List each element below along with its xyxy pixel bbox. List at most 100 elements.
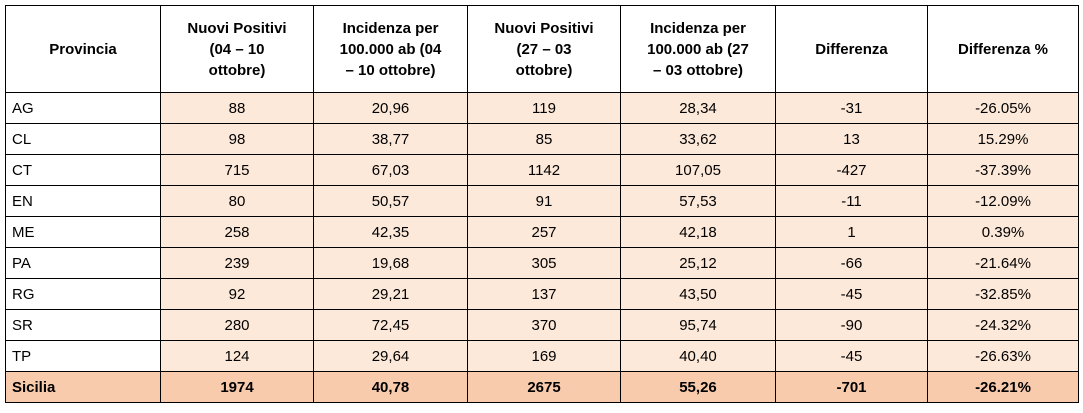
- total-cell: -701: [775, 371, 928, 403]
- total-row: Sicilia 1974 40,78 2675 55,26 -701 -26.21%: [5, 371, 1079, 403]
- value-cell: 92: [160, 278, 314, 310]
- value-cell: 50,57: [313, 185, 468, 217]
- header-line: Differenza: [815, 40, 888, 58]
- value-cell: 98: [160, 123, 314, 155]
- value-cell: 15.29%: [927, 123, 1079, 155]
- header-line: Incidenza per: [342, 19, 439, 37]
- header-line: Nuovi Positivi: [187, 19, 287, 37]
- data-row: SR 280 72,45 370 95,74 -90 -24.32%: [5, 309, 1079, 341]
- total-label: Sicilia: [5, 371, 161, 403]
- header-cell: Incidenza per 100.000 ab (04 – 10 ottobre): [313, 5, 468, 93]
- value-cell: 1142: [467, 154, 621, 186]
- header-row: Provincia Nuovi Positivi (04 – 10 ottobre) I…: [5, 5, 1079, 93]
- header-line: – 03 ottobre): [652, 61, 743, 79]
- table-body: AG 88 20,96 119 28,34 -31 -26.05% CL 98 38,77 85 33…: [5, 92, 1079, 403]
- value-cell: 80: [160, 185, 314, 217]
- province-cell: PA: [5, 247, 161, 279]
- value-cell: 29,21: [313, 278, 468, 310]
- value-cell: -66: [775, 247, 928, 279]
- header-line: Nuovi Positivi: [494, 19, 594, 37]
- header-cell: Nuovi Positivi (04 – 10 ottobre): [160, 5, 314, 93]
- value-cell: 29,64: [313, 340, 468, 372]
- value-cell: -26.05%: [927, 92, 1079, 124]
- data-row: CL 98 38,77 85 33,62 13 15.29%: [5, 123, 1079, 155]
- value-cell: 40,40: [620, 340, 776, 372]
- value-cell: 19,68: [313, 247, 468, 279]
- data-row: TP 124 29,64 169 40,40 -45 -26.63%: [5, 340, 1079, 372]
- value-cell: 107,05: [620, 154, 776, 186]
- value-cell: 137: [467, 278, 621, 310]
- value-cell: 43,50: [620, 278, 776, 310]
- value-cell: 85: [467, 123, 621, 155]
- value-cell: -12.09%: [927, 185, 1079, 217]
- value-cell: -26.63%: [927, 340, 1079, 372]
- value-cell: 42,18: [620, 216, 776, 248]
- value-cell: -37.39%: [927, 154, 1079, 186]
- header-line: ottobre): [208, 61, 266, 79]
- header-line: ottobre): [515, 61, 573, 79]
- value-cell: 305: [467, 247, 621, 279]
- value-cell: 1: [775, 216, 928, 248]
- data-row: ME 258 42,35 257 42,18 1 0.39%: [5, 216, 1079, 248]
- data-row: RG 92 29,21 137 43,50 -45 -32.85%: [5, 278, 1079, 310]
- province-cell: CT: [5, 154, 161, 186]
- value-cell: 42,35: [313, 216, 468, 248]
- header-cell: Differenza: [775, 5, 928, 93]
- value-cell: -427: [775, 154, 928, 186]
- value-cell: 72,45: [313, 309, 468, 341]
- value-cell: 13: [775, 123, 928, 155]
- value-cell: 258: [160, 216, 314, 248]
- data-table: Provincia Nuovi Positivi (04 – 10 ottobre) I…: [5, 5, 1079, 403]
- data-row: CT 715 67,03 1142 107,05 -427 -37.39%: [5, 154, 1079, 186]
- header-line: Provincia: [49, 40, 117, 58]
- value-cell: 119: [467, 92, 621, 124]
- data-row: AG 88 20,96 119 28,34 -31 -26.05%: [5, 92, 1079, 124]
- province-cell: CL: [5, 123, 161, 155]
- value-cell: 0.39%: [927, 216, 1079, 248]
- total-cell: -26.21%: [927, 371, 1079, 403]
- province-cell: TP: [5, 340, 161, 372]
- header-line: 100.000 ab (27: [647, 40, 749, 58]
- value-cell: 25,12: [620, 247, 776, 279]
- province-cell: SR: [5, 309, 161, 341]
- value-cell: 88: [160, 92, 314, 124]
- value-cell: -11: [775, 185, 928, 217]
- total-cell: 1974: [160, 371, 314, 403]
- value-cell: 280: [160, 309, 314, 341]
- header-line: 100.000 ab (04: [339, 40, 442, 58]
- value-cell: 57,53: [620, 185, 776, 217]
- value-cell: -90: [775, 309, 928, 341]
- province-cell: AG: [5, 92, 161, 124]
- data-row: PA 239 19,68 305 25,12 -66 -21.64%: [5, 247, 1079, 279]
- value-cell: -24.32%: [927, 309, 1079, 341]
- value-cell: 370: [467, 309, 621, 341]
- value-cell: -21.64%: [927, 247, 1079, 279]
- province-cell: ME: [5, 216, 161, 248]
- value-cell: -32.85%: [927, 278, 1079, 310]
- value-cell: 715: [160, 154, 314, 186]
- header-cell: Incidenza per 100.000 ab (27 – 03 ottobre): [620, 5, 776, 93]
- header-cell: Provincia: [5, 5, 161, 93]
- value-cell: 239: [160, 247, 314, 279]
- value-cell: 28,34: [620, 92, 776, 124]
- value-cell: 20,96: [313, 92, 468, 124]
- value-cell: -45: [775, 278, 928, 310]
- value-cell: -45: [775, 340, 928, 372]
- value-cell: 124: [160, 340, 314, 372]
- value-cell: 257: [467, 216, 621, 248]
- value-cell: 95,74: [620, 309, 776, 341]
- header-cell: Differenza %: [927, 5, 1079, 93]
- header-cell: Nuovi Positivi (27 – 03 ottobre): [467, 5, 621, 93]
- total-cell: 40,78: [313, 371, 468, 403]
- province-cell: EN: [5, 185, 161, 217]
- value-cell: 33,62: [620, 123, 776, 155]
- total-cell: 2675: [467, 371, 621, 403]
- header-line: Differenza %: [957, 40, 1049, 58]
- header-line: (04 – 10: [209, 40, 265, 58]
- value-cell: -31: [775, 92, 928, 124]
- header-line: Incidenza per: [650, 19, 746, 37]
- total-cell: 55,26: [620, 371, 776, 403]
- value-cell: 169: [467, 340, 621, 372]
- value-cell: 38,77: [313, 123, 468, 155]
